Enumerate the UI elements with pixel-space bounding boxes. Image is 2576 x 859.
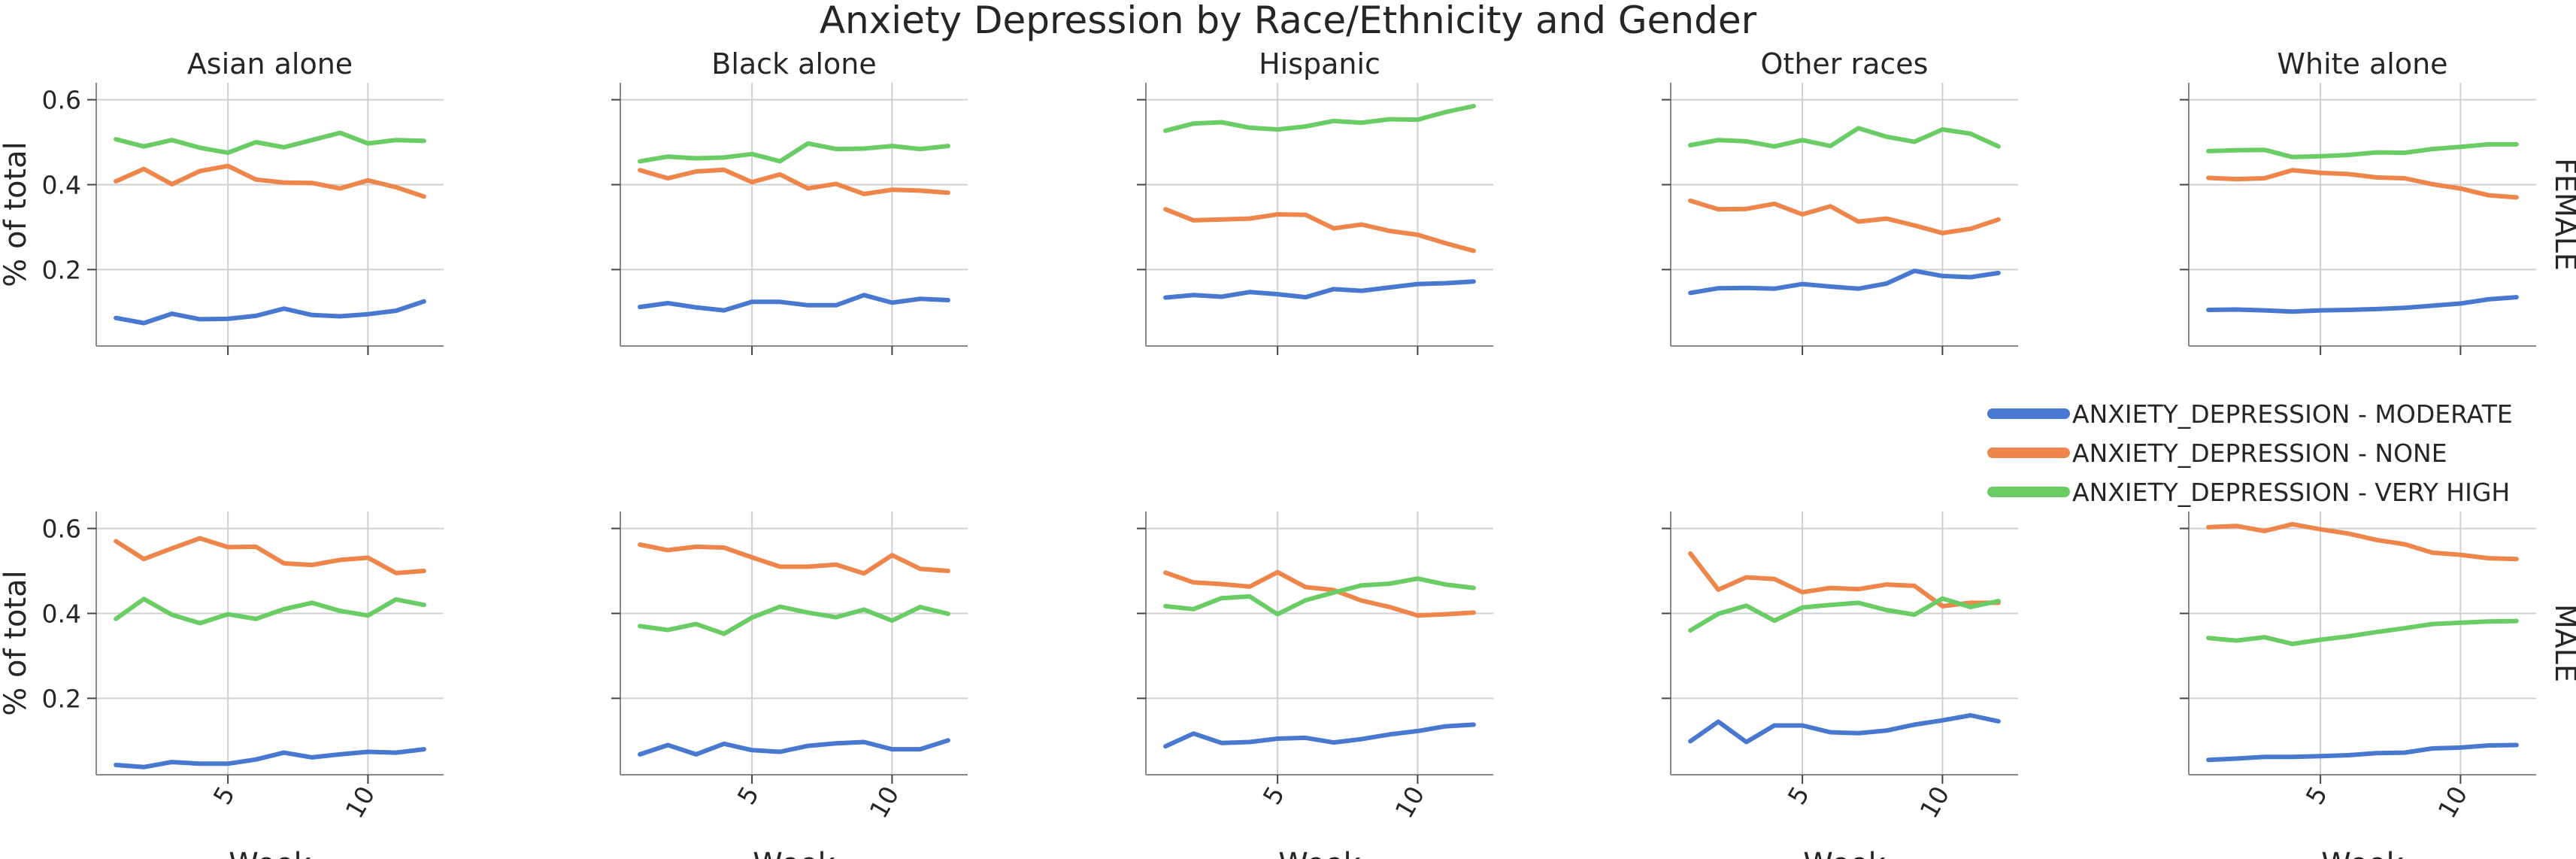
y-axis-label: % of total (0, 141, 33, 287)
series-line-anxiety-depression-very-high (2206, 141, 2519, 159)
column-header: Black alone (711, 47, 876, 80)
series-line-anxiety-depression-none (1163, 207, 1476, 253)
series-line-anxiety-depression-very-high (1688, 596, 2001, 633)
column-header: Hispanic (1259, 47, 1380, 80)
y-tick-label: 0.2 (42, 255, 81, 284)
y-tick-label: 0.6 (42, 514, 81, 544)
series-line-anxiety-depression-moderate (2206, 295, 2519, 314)
series-line-anxiety-depression-none (114, 536, 426, 575)
series-line-anxiety-depression-very-high (1688, 126, 2001, 149)
column-header: Asian alone (187, 47, 353, 80)
series-line-anxiety-depression-moderate (638, 738, 950, 757)
panel-grid: 0.2 0.4 0.6 Asian alone % of total Black alon… (0, 47, 2576, 859)
y-tick-label: 0.4 (42, 170, 81, 199)
series-line-anxiety-depression-moderate (1688, 713, 2001, 745)
panel-female-hispanic: Hispanic (1137, 47, 1493, 355)
series-line-anxiety-depression-none (2206, 168, 2519, 200)
series-line-anxiety-depression-none (2206, 521, 2519, 562)
row-header: MALE (2549, 604, 2576, 682)
series-line-anxiety-depression-moderate (1688, 269, 2001, 296)
series-line-anxiety-depression-none (114, 163, 426, 199)
series-line-anxiety-depression-very-high (114, 596, 426, 626)
x-axis-label: Week (229, 847, 311, 859)
legend-label: ANXIETY_DEPRESSION - NONE (2072, 439, 2447, 468)
series-line-anxiety-depression-moderate (638, 293, 950, 313)
column-header: Other races (1761, 47, 1929, 80)
panel-male-black-alone: 510Week (611, 511, 968, 859)
series-line-anxiety-depression-moderate (114, 747, 426, 769)
series-line-anxiety-depression-very-high (1163, 104, 1476, 133)
series-line-anxiety-depression-moderate (1163, 722, 1476, 749)
legend-label: ANXIETY_DEPRESSION - VERY HIGH (2072, 478, 2510, 507)
series-line-anxiety-depression-very-high (638, 604, 950, 636)
panel-female-asian-alone: 0.2 0.4 0.6 Asian alone % of total (0, 47, 444, 355)
series-line-anxiety-depression-very-high (1163, 576, 1476, 617)
column-header: White alone (2277, 47, 2447, 80)
legend-label: ANXIETY_DEPRESSION - MODERATE (2072, 399, 2513, 429)
legend: ANXIETY_DEPRESSION - MODERATE ANXIETY_DEP… (1987, 399, 2513, 507)
y-tick-label: 0.2 (42, 684, 81, 713)
series-line-anxiety-depression-very-high (638, 141, 950, 164)
series-line-anxiety-depression-moderate (1163, 279, 1476, 300)
y-tick-label: 0.6 (42, 86, 81, 115)
series-line-anxiety-depression-none (638, 167, 950, 196)
x-axis-label: Week (2321, 847, 2404, 859)
series-line-anxiety-depression-none (1688, 198, 2001, 235)
y-axis-label: % of total (0, 570, 33, 715)
x-axis-label: Week (753, 847, 835, 859)
panel-female-other-races: Other races (1662, 47, 2018, 355)
series-line-anxiety-depression-very-high (114, 130, 426, 156)
series-line-anxiety-depression-moderate (114, 299, 426, 326)
series-line-anxiety-depression-none (638, 542, 950, 576)
series-line-anxiety-depression-moderate (2206, 742, 2519, 763)
chart-title: Anxiety Depression by Race/Ethnicity and… (820, 0, 1757, 42)
x-axis-label: Week (1803, 847, 1886, 859)
panel-female-black-alone: Black alone (611, 47, 968, 355)
series-line-anxiety-depression-none (1688, 551, 2001, 609)
x-axis-label: Week (1278, 847, 1361, 859)
row-header: FEMALE (2549, 158, 2576, 271)
y-tick-label: 0.4 (42, 599, 81, 628)
series-line-anxiety-depression-very-high (2206, 618, 2519, 647)
panel-female-white-alone: White alone FEMALE (2180, 47, 2576, 355)
series-line-anxiety-depression-none (1163, 569, 1476, 618)
